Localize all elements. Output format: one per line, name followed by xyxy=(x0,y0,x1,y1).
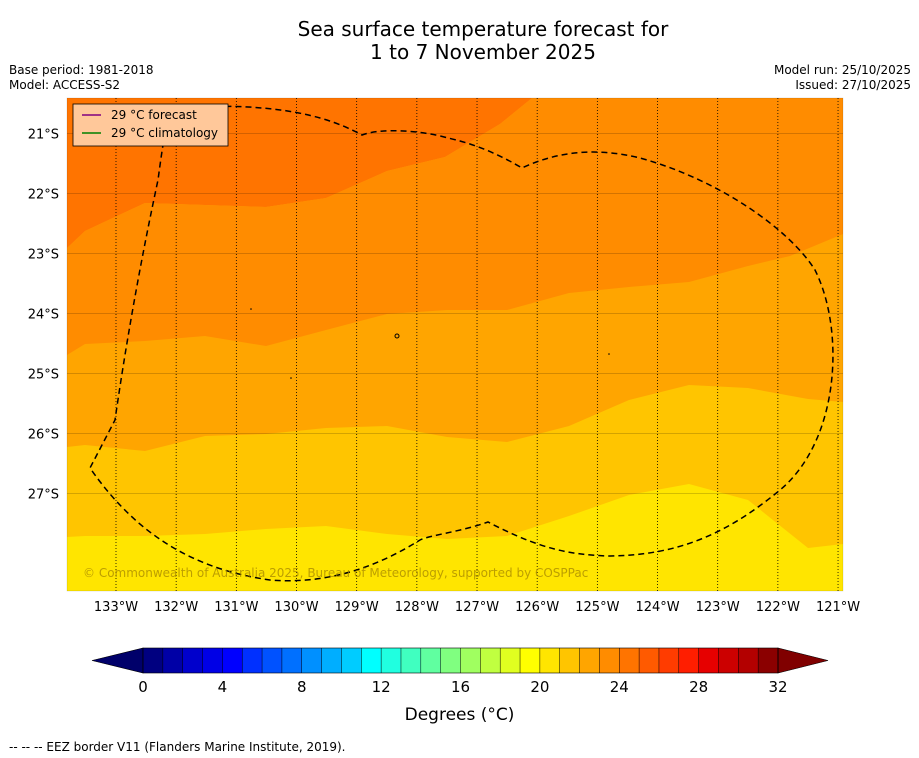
x-tick-label: 130°W xyxy=(274,600,318,615)
colorbar-under-arrow xyxy=(91,647,144,674)
colorbar-swatch xyxy=(658,648,680,673)
chart-title: Sea surface temperature forecast for 1 t… xyxy=(0,18,919,64)
base-period: Base period: 1981-2018 xyxy=(9,63,154,77)
x-tick-label: 123°W xyxy=(696,600,740,615)
x-tick-label: 133°W xyxy=(94,600,138,615)
island-marker-3 xyxy=(290,377,292,379)
colorbar-swatch xyxy=(559,648,580,673)
colorbar-swatch xyxy=(718,648,739,673)
colorbar: 0 4 8 12 16 20 24 28 32 xyxy=(91,647,829,696)
colorbar-tick-label: 4 xyxy=(218,678,228,696)
x-tick-label: 132°W xyxy=(154,600,198,615)
colorbar-swatch xyxy=(579,648,600,673)
legend-label-forecast: 29 °C forecast xyxy=(111,108,197,122)
meta-left: Base period: 1981-2018 Model: ACCESS-S2 xyxy=(9,63,154,93)
map-area xyxy=(66,97,844,592)
colorbar-tick-label: 32 xyxy=(768,678,787,696)
map-frame xyxy=(66,97,844,592)
colorbar-swatch xyxy=(162,648,183,673)
colorbar-outline xyxy=(142,647,779,674)
meta-right: Model run: 25/10/2025 Issued: 27/10/2025 xyxy=(774,63,911,93)
island-marker-1 xyxy=(394,333,400,339)
colorbar-swatch xyxy=(639,648,660,673)
colorbar-tick-label: 8 xyxy=(297,678,307,696)
colorbar-swatch xyxy=(301,648,322,673)
y-tick-label: 23°S xyxy=(28,248,59,263)
colorbar-swatch xyxy=(143,648,164,673)
colorbar-swatch xyxy=(420,648,441,673)
colorbar-tick-label: 20 xyxy=(530,678,549,696)
colorbar-swatch xyxy=(222,648,243,673)
x-tick-label: 122°W xyxy=(756,600,800,615)
y-tick-labels: 21°S 22°S 23°S 24°S 25°S 26°S 27°S xyxy=(28,128,59,503)
colorbar-tick-label: 24 xyxy=(610,678,629,696)
colorbar-swatch xyxy=(242,648,263,673)
colorbar-swatch xyxy=(619,648,640,673)
colorbar-swatch xyxy=(202,648,223,673)
colorbar-tick-label: 0 xyxy=(138,678,148,696)
y-tick-label: 26°S xyxy=(28,428,59,443)
colorbar-swatch xyxy=(539,648,561,673)
island-marker-2 xyxy=(250,308,252,310)
x-tick-label: 124°W xyxy=(635,600,679,615)
legend-label-climatology: 29 °C climatology xyxy=(111,126,218,140)
colorbar-over-arrow xyxy=(777,647,829,674)
colorbar-label: Degrees (°C) xyxy=(404,705,515,725)
x-tick-label: 129°W xyxy=(335,600,379,615)
title-line-1: Sea surface temperature forecast for xyxy=(297,17,669,41)
y-tick-label: 22°S xyxy=(28,188,59,203)
band-22-23 xyxy=(67,484,843,591)
colorbar-tick-label: 28 xyxy=(689,678,708,696)
y-tick-label: 27°S xyxy=(28,488,59,503)
model-run: Model run: 25/10/2025 xyxy=(773,63,911,77)
x-tick-label: 127°W xyxy=(455,600,499,615)
colorbar-tick-label: 12 xyxy=(372,678,391,696)
x-tick-label: 121°W xyxy=(816,600,860,615)
issued-date: Issued: 27/10/2025 xyxy=(795,78,911,92)
x-tick-label: 131°W xyxy=(214,600,258,615)
colorbar-swatch xyxy=(262,648,283,673)
colorbar-swatch xyxy=(738,648,759,673)
colorbar-tick-label: 16 xyxy=(451,678,470,696)
colorbar-swatch xyxy=(341,648,362,673)
colorbar-swatch xyxy=(500,648,521,673)
colorbar-swatch xyxy=(698,648,719,673)
y-tick-label: 24°S xyxy=(28,308,59,323)
colorbar-swatch xyxy=(480,648,501,673)
island-marker-4 xyxy=(608,353,610,355)
colorbar-swatch xyxy=(281,648,303,673)
model-name: Model: ACCESS-S2 xyxy=(9,78,121,92)
title-line-2: 1 to 7 November 2025 xyxy=(370,40,596,64)
colorbar-swatch xyxy=(321,648,342,673)
colorbar-swatch xyxy=(440,648,461,673)
colorbar-swatch xyxy=(599,648,620,673)
x-tick-label: 128°W xyxy=(395,600,439,615)
colorbar-swatch xyxy=(400,648,422,673)
y-tick-label: 21°S xyxy=(28,128,59,143)
y-tick-label: 25°S xyxy=(28,368,59,383)
eez-border xyxy=(89,105,834,582)
colorbar-swatch xyxy=(460,648,481,673)
footnote: -- -- -- EEZ border V11 (Flanders Marine… xyxy=(9,740,346,754)
watermark: © Commonwealth of Australia 2025, Bureau… xyxy=(83,566,588,580)
x-tick-label: 126°W xyxy=(515,600,559,615)
colorbar-swatch xyxy=(361,648,382,673)
x-tick-labels: 133°W 132°W 131°W 130°W 129°W 128°W 127°W 126°W… xyxy=(94,600,860,615)
x-tick-label: 125°W xyxy=(575,600,619,615)
colorbar-swatch xyxy=(758,648,779,673)
gridlines xyxy=(67,98,843,591)
legend: 29 °C forecast 29 °C climatology xyxy=(72,103,229,147)
band-25-26 xyxy=(67,98,843,355)
colorbar-swatch xyxy=(182,648,203,673)
colorbar-swatch xyxy=(520,648,541,673)
colorbar-swatch xyxy=(381,648,402,673)
colorbar-swatch xyxy=(678,648,699,673)
legend-box xyxy=(72,103,229,147)
